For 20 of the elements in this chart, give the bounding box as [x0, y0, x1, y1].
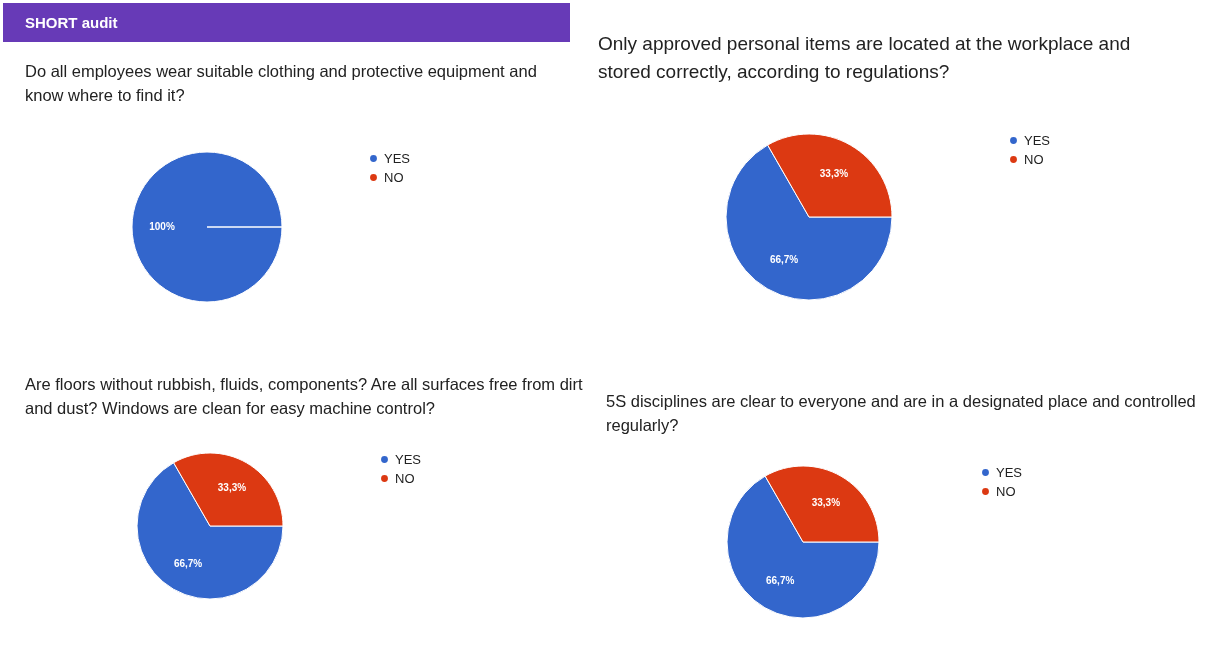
data-label: 66,7%: [769, 254, 799, 266]
data-label: 66,7%: [173, 557, 203, 569]
chart-title: 5S disciplines are clear to everyone and are in a designated place and controlled regularly?: [606, 391, 1196, 436]
data-label: 33,3%: [217, 482, 247, 494]
data-label: 100%: [149, 221, 175, 232]
data-label: 33,3%: [811, 496, 841, 508]
data-label: 33,3%: [819, 167, 849, 179]
legend-label: YES: [384, 150, 411, 166]
chart-title: Are floors without rubbish, fluids, components? Are all surfaces free from dirt and dust? Windows are clean for easy machine control?: [25, 374, 584, 419]
chart-subtitle: Do all employees wear suitable clothing and protective equipment and know where to find it?: [25, 61, 538, 106]
legend-label: YES: [395, 451, 422, 467]
legend-label: NO: [395, 470, 415, 486]
legend-label: YES: [1024, 132, 1051, 148]
data-label: 66,7%: [765, 575, 795, 587]
chart-title: SHORT audit: [3, 3, 570, 42]
legend-label: NO: [384, 169, 404, 185]
legend-label: NO: [996, 483, 1016, 499]
legend-label: NO: [1024, 151, 1044, 167]
chart-title: Only approved personal items are located at the workplace and stored correctly, according to regulations?: [598, 32, 1132, 84]
legend-label: YES: [996, 464, 1023, 480]
